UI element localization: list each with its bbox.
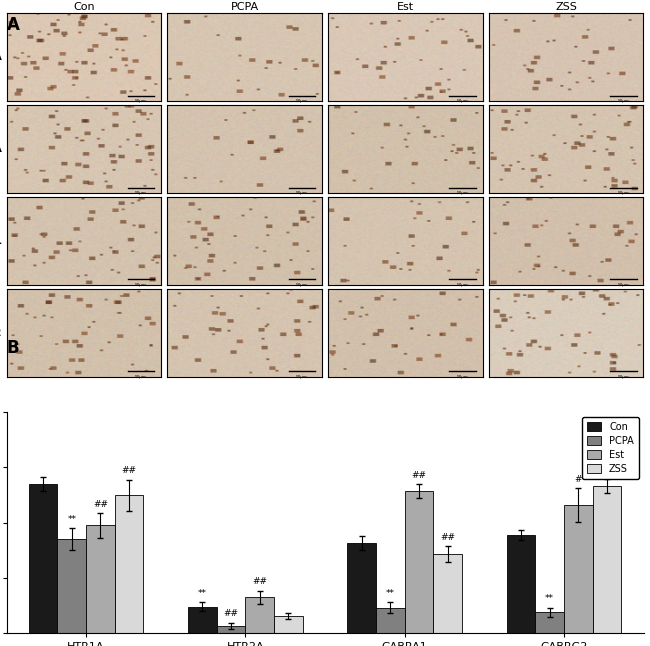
Bar <box>347 543 376 633</box>
Title: ZSS: ZSS <box>555 2 577 12</box>
Text: ##: ## <box>122 466 136 475</box>
Bar <box>274 616 303 633</box>
Text: ##: ## <box>599 466 614 475</box>
Text: 50μm: 50μm <box>456 99 469 103</box>
Text: B: B <box>6 339 19 357</box>
Bar <box>564 505 593 633</box>
Bar <box>376 608 404 633</box>
Bar <box>57 539 86 633</box>
Title: Est: Est <box>397 2 414 12</box>
Text: #: # <box>575 475 582 484</box>
Y-axis label: HTR2A: HTR2A <box>0 144 3 154</box>
Bar <box>115 495 144 633</box>
Text: 50μm: 50μm <box>296 99 308 103</box>
Y-axis label: HTR1A: HTR1A <box>0 52 3 62</box>
Y-axis label: GABRG2: GABRG2 <box>0 328 3 338</box>
Text: 50μm: 50μm <box>296 375 308 379</box>
Legend: Con, PCPA, Est, ZSS: Con, PCPA, Est, ZSS <box>582 417 639 479</box>
Text: 50μm: 50μm <box>456 283 469 287</box>
Text: ##: ## <box>93 500 108 509</box>
Title: Con: Con <box>73 2 95 12</box>
Text: **: ** <box>386 589 395 598</box>
Text: **: ** <box>545 594 554 603</box>
Text: 50μm: 50μm <box>296 283 308 287</box>
Y-axis label: GABRA1: GABRA1 <box>0 236 3 246</box>
Text: 50μm: 50μm <box>618 191 629 195</box>
Bar <box>593 486 621 633</box>
Bar <box>506 535 535 633</box>
Bar <box>246 597 274 633</box>
Text: 50μm: 50μm <box>135 99 147 103</box>
Bar <box>434 554 462 633</box>
Text: A: A <box>6 16 20 34</box>
Text: 50μm: 50μm <box>618 99 629 103</box>
Text: 50μm: 50μm <box>135 375 147 379</box>
Title: PCPA: PCPA <box>231 2 259 12</box>
Text: 50μm: 50μm <box>618 283 629 287</box>
Text: ##: ## <box>252 577 267 586</box>
Text: 50μm: 50μm <box>296 191 308 195</box>
Bar <box>188 607 216 633</box>
Text: ##: ## <box>440 533 455 542</box>
Text: 50μm: 50μm <box>456 375 469 379</box>
Bar <box>216 626 246 633</box>
Bar <box>404 491 434 633</box>
Bar <box>86 525 115 633</box>
Text: 50μm: 50μm <box>456 191 469 195</box>
Bar <box>29 484 57 633</box>
Text: 50μm: 50μm <box>135 283 147 287</box>
Bar <box>535 612 564 633</box>
Text: ##: ## <box>411 471 426 479</box>
Text: ##: ## <box>224 609 239 618</box>
Text: **: ** <box>68 515 76 524</box>
Text: 50μm: 50μm <box>135 191 147 195</box>
Text: **: ** <box>198 589 207 598</box>
Text: 50μm: 50μm <box>618 375 629 379</box>
